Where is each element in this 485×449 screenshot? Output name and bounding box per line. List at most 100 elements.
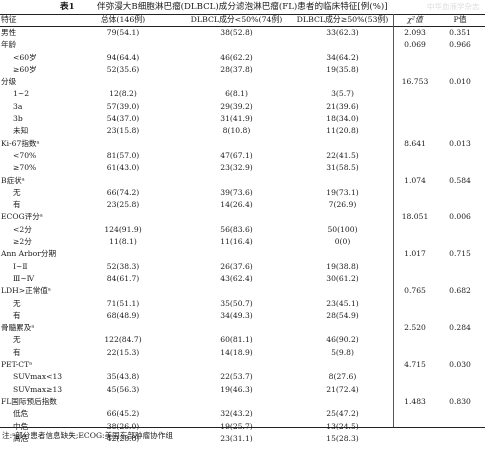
table-row: B症状ᵃ 1.074 0.584 [0, 175, 485, 187]
cell-p-value: 0.682 [449, 286, 471, 296]
row-label: B症状ᵃ [1, 175, 25, 185]
row-label: ≥70% [13, 163, 37, 173]
cell-dlbcl-lt50: 32(43.2) [220, 409, 253, 419]
table-row: <70% 81(57.0) 47(67.1) 22(41.5) [0, 150, 485, 162]
cell-chi-square: 16.753 [401, 77, 429, 87]
table-row: FL国际预后指数 1.483 0.830 [0, 396, 485, 408]
cell-dlbcl-ge50: 8(27.6) [328, 372, 357, 382]
row-label: ≥2分 [13, 237, 32, 247]
table-row: Ⅰ~Ⅱ 52(38.3) 26(37.6) 19(38.8) [0, 261, 485, 273]
cell-chi-square: 0.069 [404, 40, 426, 50]
cell-dlbcl-ge50: 0(0) [334, 237, 351, 247]
row-label: SUVmax≥13 [13, 384, 63, 394]
cell-total: 124(91.9) [104, 224, 142, 234]
cell-dlbcl-ge50: 15(28.3) [326, 433, 359, 443]
header-p-value: P值 [453, 15, 467, 24]
cell-dlbcl-lt50: 11(16.4) [220, 237, 253, 247]
row-label: 骨髓累及ᵃ [1, 323, 35, 333]
table-row: ≥60岁 52(35.6) 28(37.8) 19(35.8) [0, 64, 485, 76]
row-label: 分级 [1, 77, 17, 87]
table-row: ≥70% 61(43.0) 23(32.9) 31(58.5) [0, 162, 485, 174]
row-label: 有 [13, 347, 21, 357]
table-row: 男性 79(54.1) 38(52.8) 33(62.3) 2.093 0.351 [0, 27, 485, 39]
row-label: 未知 [13, 126, 29, 136]
cell-total: 66(74.2) [106, 187, 140, 197]
header-dlbcl-ge50: DLBCL成分≥50%(53例) [296, 15, 389, 24]
cell-dlbcl-lt50: 39(73.6) [220, 187, 253, 197]
row-label: Ki-67指数ᵃ [1, 138, 40, 148]
table-body: 男性 79(54.1) 38(52.8) 33(62.3) 2.093 0.351 年龄 0.… [0, 27, 485, 445]
cell-chi-square: 8.641 [404, 138, 426, 148]
row-label: 中危 [13, 421, 29, 431]
cell-p-value: 0.030 [449, 360, 471, 370]
cell-chi-square: 1.074 [404, 175, 426, 185]
table-row: 无 122(84.7) 60(81.1) 46(90.2) [0, 334, 485, 346]
row-label: 高危 [13, 433, 29, 443]
cell-dlbcl-lt50: 43(62.4) [220, 273, 253, 283]
cell-total: 54(37.0) [106, 114, 140, 124]
cell-dlbcl-ge50: 21(72.4) [326, 384, 359, 394]
cell-dlbcl-ge50: 30(61.2) [326, 273, 359, 283]
table-row: 3b 54(37.0) 31(41.9) 18(34.0) [0, 113, 485, 125]
cell-p-value: 0.351 [449, 28, 471, 37]
cell-dlbcl-ge50: 5(9.8) [331, 347, 354, 357]
cell-total: 122(84.7) [104, 335, 142, 345]
cell-total: 12(8.2) [109, 89, 137, 99]
row-label: ≥60岁 [13, 64, 37, 74]
header-rule [0, 26, 485, 27]
row-label: <2分 [13, 224, 32, 234]
cell-dlbcl-lt50: 28(37.8) [220, 64, 253, 74]
cell-dlbcl-ge50: 28(54.9) [326, 310, 359, 320]
row-label: <60岁 [13, 52, 37, 62]
cell-dlbcl-lt50: 23(32.9) [220, 163, 253, 173]
cell-total: 57(39.0) [106, 101, 140, 111]
cell-dlbcl-lt50: 26(37.6) [220, 261, 253, 271]
table-title: 伴弥漫大B细胞淋巴瘤(DLBCL)成分滤泡淋巴瘤(FL)患者的临床特征[例(%)… [97, 2, 388, 12]
cell-p-value: 0.966 [449, 40, 471, 50]
cell-chi-square: 2.520 [404, 323, 426, 333]
cell-chi-square: 1.017 [404, 249, 426, 259]
table-row: 1~2 12(8.2) 6(8.1) 3(5.7) [0, 88, 485, 100]
watermark: 中华血液学杂志 [427, 2, 480, 11]
cell-total: 35(43.8) [106, 372, 140, 382]
cell-dlbcl-lt50: 14(18.9) [220, 347, 253, 357]
cell-dlbcl-lt50: 14(26.4) [220, 200, 253, 210]
cell-total: 61(43.0) [106, 163, 140, 173]
cell-dlbcl-lt50: 35(50.7) [220, 298, 253, 308]
cell-p-value: 0.584 [449, 175, 471, 185]
cell-dlbcl-ge50: 3(5.7) [331, 89, 354, 99]
table-row: PET-CTᵃ 4.715 0.030 [0, 359, 485, 371]
row-label: Ann Arbor分期 [1, 249, 57, 259]
row-label: LDH>正常值ᵃ [1, 286, 51, 296]
table-row: Ki-67指数ᵃ 8.641 0.013 [0, 138, 485, 150]
cell-p-value: 0.830 [449, 396, 471, 406]
cell-total: 68(48.9) [106, 310, 140, 320]
cell-dlbcl-lt50: 47(67.1) [220, 150, 253, 160]
row-label: 低危 [13, 409, 29, 419]
cell-p-value: 0.010 [449, 77, 471, 87]
cell-dlbcl-lt50: 56(83.6) [220, 224, 253, 234]
cell-dlbcl-ge50: 22(41.5) [326, 150, 359, 160]
table-row: 有 68(48.9) 34(49.3) 28(54.9) [0, 310, 485, 322]
header-dlbcl-lt50: DLBCL成分<50%(74例) [190, 15, 283, 24]
table-row: <60岁 94(64.4) 46(62.2) 34(64.2) [0, 52, 485, 64]
cell-total: 11(8.1) [109, 237, 137, 247]
cell-p-value: 0.715 [449, 249, 471, 259]
row-label: 无 [13, 298, 21, 308]
row-label: 无 [13, 187, 21, 197]
table-row: ECOG评分ᵃ 18.051 0.006 [0, 211, 485, 223]
cell-total: 52(38.3) [106, 261, 140, 271]
cell-chi-square: 0.765 [404, 286, 426, 296]
cell-dlbcl-lt50: 23(31.1) [220, 433, 253, 443]
table-row: 有 23(25.8) 14(26.4) 7(26.9) [0, 199, 485, 211]
row-label: PET-CTᵃ [1, 360, 33, 370]
cell-dlbcl-lt50: 31(41.9) [220, 114, 253, 124]
cell-total: 84(61.7) [106, 273, 140, 283]
row-label: SUVmax<13 [13, 372, 63, 382]
cell-dlbcl-ge50: 19(35.8) [326, 64, 359, 74]
header-feature: 特征 [1, 15, 17, 24]
table-row: 年龄 0.069 0.966 [0, 39, 485, 51]
cell-dlbcl-ge50: 19(38.8) [326, 261, 359, 271]
table-row: 未知 23(15.8) 8(10.8) 11(20.8) [0, 125, 485, 137]
top-rule [0, 14, 485, 15]
